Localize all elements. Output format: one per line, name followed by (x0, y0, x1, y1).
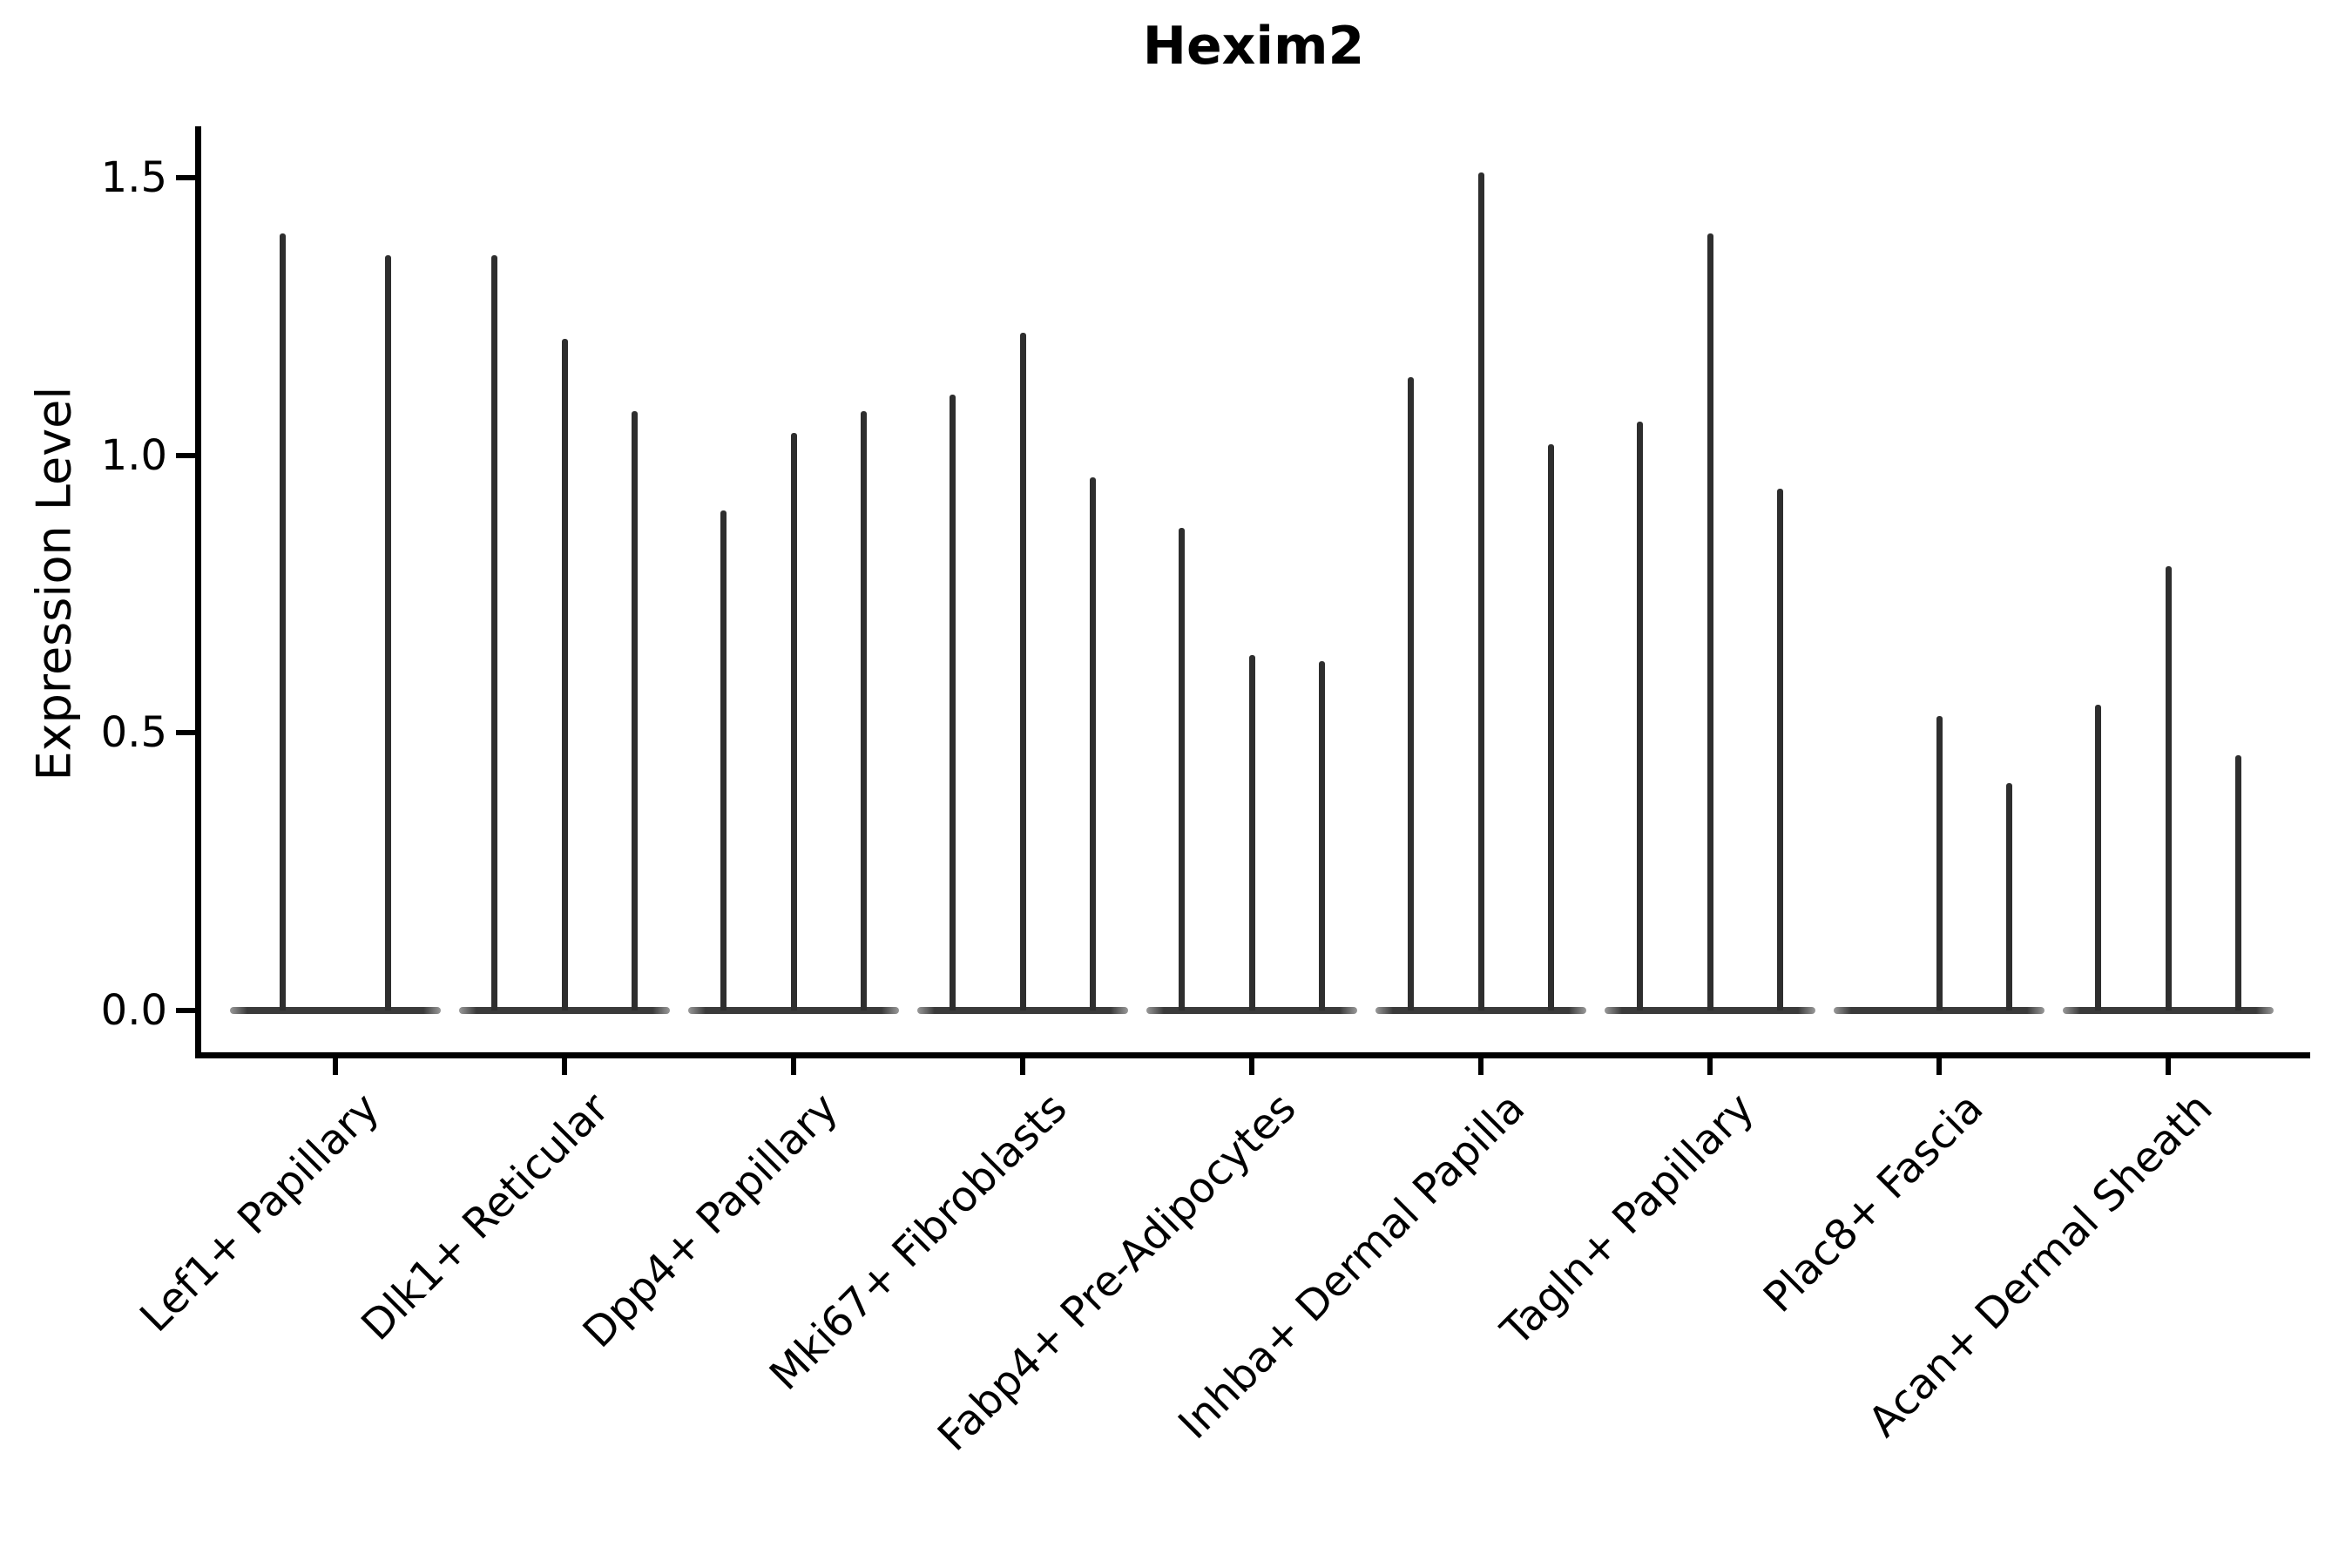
y-tick-mark (176, 1008, 198, 1013)
y-tick-mark (176, 452, 198, 458)
violin-spike (790, 433, 797, 1010)
x-tick-mark (1478, 1052, 1484, 1075)
y-tick-label: 0.5 (100, 708, 167, 758)
violin-spike (1178, 527, 1185, 1010)
chart-title: Hexim2 (1142, 16, 1365, 77)
y-tick-label: 1.0 (100, 430, 167, 480)
x-tick-mark (2166, 1052, 2171, 1075)
y-axis-spine (195, 126, 201, 1058)
violin-spike (561, 338, 568, 1010)
violin-base (917, 1007, 1128, 1014)
violin-base (1375, 1007, 1586, 1014)
violin-spike (1777, 488, 1784, 1010)
x-tick-label: Dlk1+ Reticular (351, 1084, 618, 1350)
violin-spike (2165, 566, 2172, 1010)
violin-base (230, 1007, 441, 1014)
x-tick-mark (1707, 1052, 1713, 1075)
violin-base (459, 1007, 670, 1014)
x-tick-mark (1020, 1052, 1025, 1075)
violin-spike (385, 255, 391, 1010)
violin-spike (1407, 377, 1414, 1010)
violin-base (1605, 1007, 1815, 1014)
y-tick-mark (176, 730, 198, 736)
violin-spike (1548, 443, 1555, 1010)
violin-spike (2094, 705, 2101, 1010)
violin-base (1834, 1007, 2044, 1014)
x-tick-mark (1936, 1052, 1942, 1075)
violin-spike (1319, 660, 1326, 1010)
x-tick-label: Dpp4+ Papillary (573, 1084, 848, 1358)
x-tick-mark (791, 1052, 796, 1075)
violin-spike (280, 233, 286, 1010)
violin-base (1146, 1007, 1357, 1014)
violin-base (2063, 1007, 2274, 1014)
violin-spike (1707, 233, 1713, 1010)
violin-spike (720, 510, 727, 1010)
violin-spike (1248, 655, 1255, 1010)
violin-spike (1636, 422, 1643, 1010)
violin-spike (861, 410, 868, 1010)
x-tick-mark (1249, 1052, 1254, 1075)
y-tick-mark (176, 175, 198, 181)
y-tick-label: 1.5 (100, 153, 167, 203)
violin-spike (2006, 782, 2013, 1010)
y-tick-label: 0.0 (100, 986, 167, 1035)
violin-spike (1019, 333, 1026, 1010)
violin-spike (490, 255, 497, 1010)
violin-spike (1090, 477, 1097, 1010)
x-tick-mark (562, 1052, 567, 1075)
x-tick-label: Tagln+ Papillary (1491, 1084, 1764, 1355)
violin-spike (632, 410, 639, 1010)
violin-spike (1936, 716, 1943, 1010)
violin-spike (949, 394, 956, 1010)
x-tick-mark (333, 1052, 338, 1075)
x-tick-label: Plac8+ Fascia (1754, 1084, 1993, 1322)
violin-base (688, 1007, 899, 1014)
violin-spike (2235, 754, 2242, 1010)
violin-spike (1477, 172, 1484, 1010)
x-tick-label: Lef1+ Papillary (131, 1084, 389, 1342)
